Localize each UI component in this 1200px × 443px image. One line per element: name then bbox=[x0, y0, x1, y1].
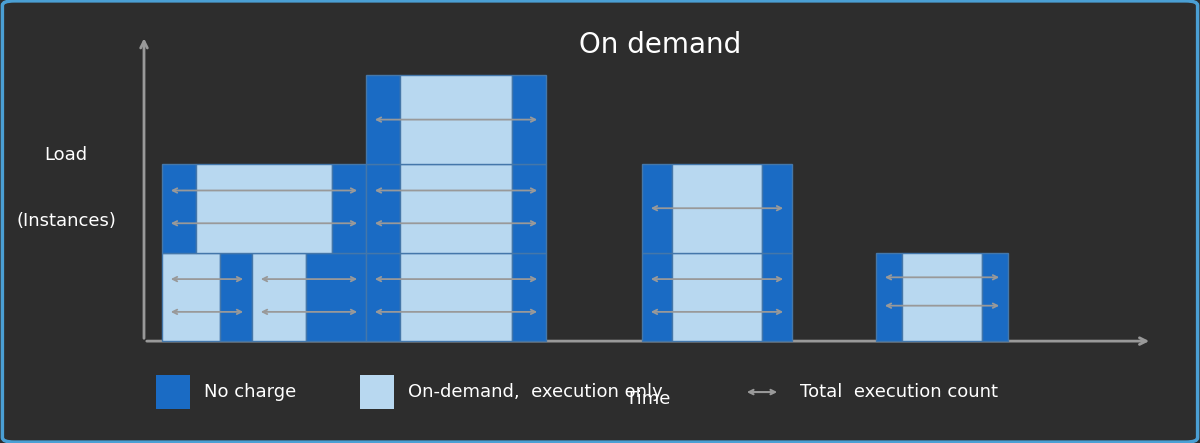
Bar bbox=[220, 253, 252, 341]
Bar bbox=[512, 75, 546, 164]
Bar bbox=[162, 253, 220, 341]
Bar bbox=[400, 75, 512, 164]
Bar bbox=[400, 253, 512, 341]
Bar bbox=[162, 164, 196, 253]
Bar bbox=[512, 164, 546, 253]
Bar bbox=[876, 253, 902, 341]
Text: Total  execution count: Total execution count bbox=[800, 383, 998, 401]
Bar bbox=[366, 253, 400, 341]
Bar bbox=[400, 164, 512, 253]
Bar bbox=[360, 376, 394, 408]
Bar bbox=[306, 253, 366, 341]
Bar bbox=[982, 253, 1008, 341]
Bar bbox=[196, 164, 332, 253]
Bar bbox=[642, 164, 672, 253]
Text: (Instances): (Instances) bbox=[16, 213, 116, 230]
Bar bbox=[762, 164, 792, 253]
Bar bbox=[902, 253, 982, 341]
Text: On demand: On demand bbox=[578, 31, 742, 59]
Bar bbox=[156, 376, 190, 408]
Bar bbox=[366, 75, 400, 164]
Bar bbox=[512, 253, 546, 341]
Bar bbox=[642, 253, 672, 341]
Text: No charge: No charge bbox=[204, 383, 296, 401]
Bar bbox=[672, 253, 762, 341]
Bar bbox=[762, 253, 792, 341]
Bar bbox=[252, 253, 306, 341]
Text: Load: Load bbox=[44, 146, 88, 164]
Text: On-demand,  execution only: On-demand, execution only bbox=[408, 383, 662, 401]
Text: Time: Time bbox=[626, 390, 670, 408]
Bar bbox=[332, 164, 366, 253]
Bar bbox=[366, 164, 400, 253]
Bar bbox=[672, 164, 762, 253]
